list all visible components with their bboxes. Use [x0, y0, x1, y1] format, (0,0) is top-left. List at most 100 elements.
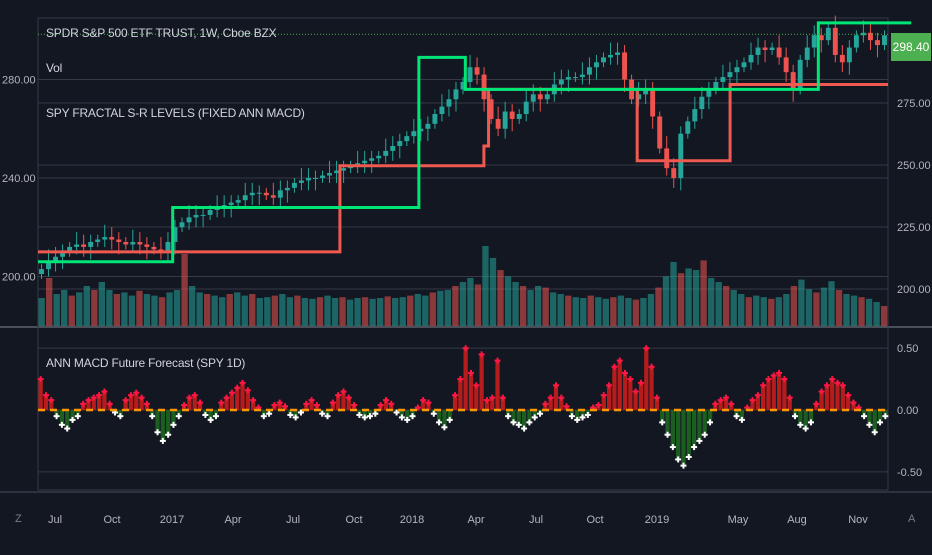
indicator-label: SPY FRACTAL S-R LEVELS (FIXED ANN MACD) — [46, 106, 305, 120]
x-tick-label: 2017 — [160, 514, 184, 526]
volume-bar — [392, 298, 399, 326]
candle-body — [692, 109, 698, 122]
volume-bar — [828, 281, 835, 326]
candle-body — [818, 35, 824, 41]
volume-bar — [768, 298, 775, 326]
candle-body — [601, 57, 606, 63]
candle-body — [242, 195, 248, 201]
volume-bar — [753, 295, 760, 326]
volume-bar — [542, 287, 549, 326]
last-price-badge: 298.40 — [891, 33, 931, 61]
volume-bar — [489, 258, 497, 326]
volume-bar — [414, 294, 421, 326]
volume-bar — [873, 302, 880, 326]
x-tick-label: Oct — [345, 514, 362, 526]
candle-body — [615, 52, 621, 55]
candle-body — [235, 200, 241, 203]
candle-body — [376, 155, 382, 159]
volume-bar — [813, 292, 820, 326]
volume-bar — [211, 295, 218, 326]
candle-body — [523, 101, 529, 114]
candle-body — [804, 47, 810, 60]
volume-bar — [557, 294, 564, 326]
volume-bar — [68, 295, 75, 326]
candle-body — [53, 256, 59, 262]
x-tick-label: 2018 — [400, 514, 424, 526]
candle-layer — [39, 15, 887, 279]
candle-body — [825, 27, 831, 41]
x-tick-label: 2019 — [645, 514, 669, 526]
volume-bar — [723, 286, 730, 326]
candle-body — [685, 121, 691, 134]
zoom-button[interactable]: Z — [15, 513, 22, 525]
candle-body — [594, 62, 599, 68]
volume-bar — [203, 294, 211, 326]
volume-bar — [474, 284, 482, 326]
candle-body — [811, 35, 817, 48]
volume-bar — [798, 279, 805, 326]
volume-bar — [610, 297, 617, 326]
x-tick-label: Apr — [224, 514, 241, 526]
volume-bar — [324, 295, 331, 326]
volume-bar — [700, 260, 707, 326]
candle-body — [643, 89, 649, 95]
candle-body — [67, 246, 73, 252]
volume-bar — [602, 298, 609, 326]
candle-body — [734, 67, 740, 73]
x-tick-label: May — [728, 514, 749, 526]
volume-bar — [790, 286, 798, 326]
support-line — [38, 21, 912, 264]
price-pane-frame — [37, 17, 889, 327]
x-tick-label: Aug — [787, 514, 807, 526]
candle-body — [263, 192, 269, 196]
candle-body — [516, 114, 522, 119]
auto-scale-button[interactable]: A — [908, 513, 916, 525]
volume-bar — [309, 298, 316, 326]
volume-bar — [467, 278, 474, 326]
candle-body — [579, 74, 585, 78]
volume-bar — [632, 299, 640, 326]
volume-bar — [692, 270, 700, 326]
volume-bar — [331, 298, 339, 326]
candle-body — [657, 116, 663, 149]
volume-bar — [527, 290, 534, 326]
candle-body — [397, 141, 403, 146]
volume-bar — [685, 268, 692, 326]
candle-body — [46, 261, 51, 270]
candle-body — [144, 244, 150, 247]
volume-bar — [452, 286, 459, 326]
candle-body — [411, 131, 417, 137]
candle-body — [95, 239, 101, 242]
x-tick-label: Jul — [48, 514, 62, 526]
candle-body — [277, 190, 283, 198]
candle-body — [256, 192, 262, 194]
candle-body — [74, 244, 80, 247]
volume-bar — [880, 306, 888, 326]
candle-body — [678, 133, 684, 178]
candle-body — [460, 82, 466, 90]
candle-body — [762, 47, 768, 50]
volume-bar — [587, 295, 594, 326]
candle-body — [544, 94, 550, 100]
volume-bar — [256, 298, 263, 326]
volume-bar — [407, 295, 414, 326]
candle-body — [713, 82, 719, 90]
volume-bar — [783, 294, 790, 326]
volume-bar — [226, 294, 233, 326]
candle-body — [671, 168, 677, 178]
candle-body — [875, 40, 880, 46]
candle-body — [109, 237, 115, 240]
candle-body — [446, 99, 452, 107]
candle-body — [432, 114, 438, 124]
volume-bar — [617, 295, 625, 326]
candle-body — [783, 57, 789, 73]
volume-bar — [835, 290, 843, 326]
candle-body — [509, 111, 515, 119]
candle-body — [186, 217, 192, 223]
candle-body — [867, 32, 873, 41]
candle-body — [720, 77, 726, 82]
right-tick-label: 225.00 — [897, 222, 931, 234]
candle-body — [193, 214, 199, 218]
volume-bar — [361, 297, 369, 326]
volume-bar — [249, 294, 256, 326]
